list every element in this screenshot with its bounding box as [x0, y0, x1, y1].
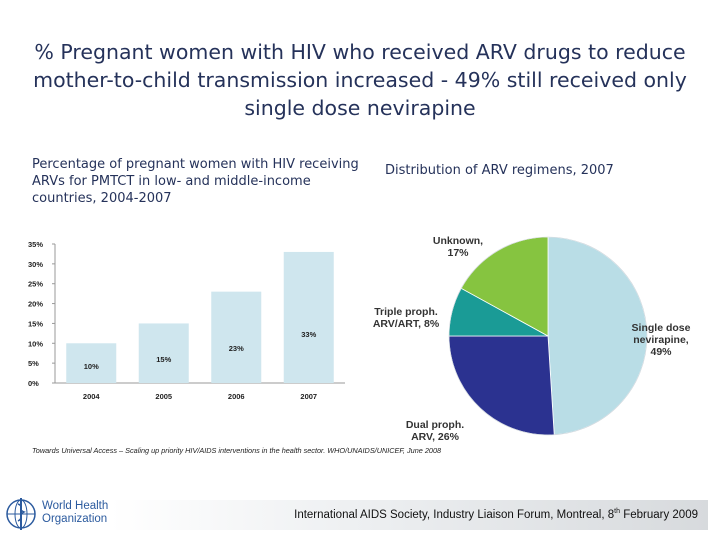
who-emblem-icon — [6, 498, 36, 530]
bar-value-label: 15% — [156, 355, 171, 364]
who-logo-line2: Organization — [42, 513, 108, 525]
pie-slice-single-dose — [547, 236, 648, 436]
pie-slice-dual — [448, 335, 555, 436]
footer-tail: February 2009 — [620, 508, 698, 521]
pie-slice-label: ARV/ART, 8% — [373, 318, 440, 330]
pie-slice-label: ARV, 26% — [411, 431, 460, 443]
bar-value-label: 33% — [301, 330, 316, 339]
pie-outline — [448, 236, 648, 436]
bar-chart-title: Percentage of pregnant women with HIV re… — [32, 157, 359, 206]
pie-slice-label: 49% — [650, 346, 672, 358]
bar-value-label: 10% — [84, 362, 99, 371]
x-tick-label: 2005 — [155, 392, 172, 401]
pie-chart-title: Distribution of ARV regimens, 2007 — [385, 163, 614, 178]
y-tick-label: 10% — [28, 339, 43, 348]
pie-slice-label: nevirapine, — [633, 334, 689, 346]
y-tick-label: 25% — [28, 280, 43, 289]
footer-text: International AIDS Society, Industry Lia… — [294, 508, 698, 521]
bar-2004 — [66, 343, 117, 383]
bar-2005 — [138, 323, 189, 383]
footer-bar: International AIDS Society, Industry Lia… — [110, 500, 708, 530]
who-logo-line1: World Health — [42, 500, 109, 512]
footer-main: International AIDS Society, Industry Lia… — [294, 508, 615, 521]
x-tick-label: 2006 — [228, 392, 245, 401]
slide-title: % Pregnant women with HIV who received A… — [33, 40, 687, 120]
bar-value-label: 23% — [229, 344, 244, 353]
y-tick-label: 5% — [28, 359, 39, 368]
x-tick-label: 2007 — [300, 392, 317, 401]
y-tick-label: 0% — [28, 379, 39, 388]
who-logo: World Health Organization — [4, 494, 110, 534]
y-tick-label: 15% — [28, 319, 43, 328]
footer-sup: th — [614, 508, 620, 515]
source-citation: Towards Universal Access – Scaling up pr… — [32, 446, 442, 455]
pie-slice-label: 17% — [447, 247, 469, 259]
pie-slice-label: Single dose — [632, 322, 691, 334]
y-tick-label: 20% — [28, 300, 43, 309]
pie-slice-label: Dual proph. — [406, 419, 464, 431]
bar-2006 — [211, 291, 262, 383]
pie-slice-label: Unknown, — [433, 235, 483, 247]
pie-slice-label: Triple proph. — [374, 306, 438, 318]
x-tick-label: 2004 — [83, 392, 101, 401]
who-logo-text: World Health Organization — [42, 500, 108, 526]
bar-2007 — [283, 251, 334, 383]
y-tick-label: 35% — [28, 240, 43, 249]
y-tick-label: 30% — [28, 260, 43, 269]
